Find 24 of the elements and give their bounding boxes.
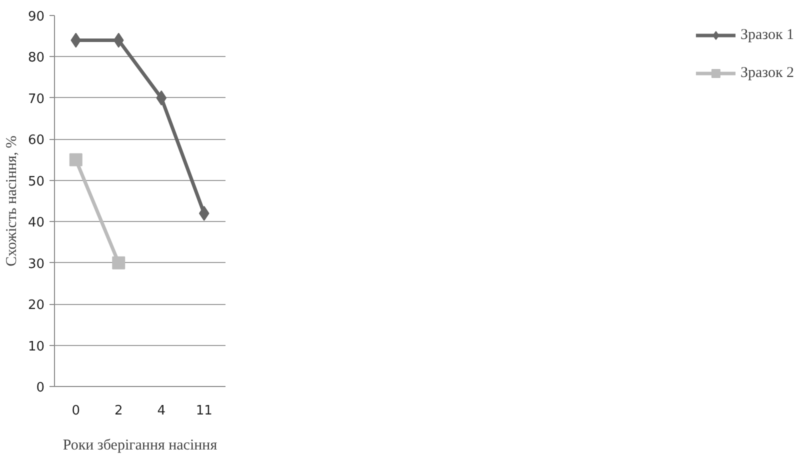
y-axis-title: Схожість насіння, % <box>4 136 20 266</box>
y-tick-label: 0 <box>36 380 45 396</box>
legend-label: Зразок 1 <box>740 26 794 44</box>
y-tick-label: 40 <box>28 216 45 231</box>
point <box>156 90 167 106</box>
x-axis-title: Роки зберігання насіння <box>62 438 218 454</box>
x-tick-label: 11 <box>196 404 212 418</box>
y-tick-label: 10 <box>28 339 45 354</box>
y-tick-label: 50 <box>28 174 45 190</box>
point <box>198 206 210 221</box>
y-tick-label: 20 <box>28 298 45 314</box>
point <box>69 153 82 166</box>
legend-label: Зразок 2 <box>740 64 794 82</box>
point <box>70 32 82 48</box>
point <box>113 32 124 48</box>
x-tick-label: 4 <box>157 404 166 418</box>
x-tick-label: 0 <box>72 404 80 418</box>
y-tick-label: 90 <box>28 10 45 24</box>
y-tick-label: 80 <box>28 50 45 66</box>
y-tick-label: 30 <box>28 256 45 272</box>
y-tick-label: 60 <box>28 133 45 148</box>
y-tick-label: 70 <box>28 92 45 107</box>
point <box>112 256 126 270</box>
x-tick-label: 2 <box>114 404 123 418</box>
